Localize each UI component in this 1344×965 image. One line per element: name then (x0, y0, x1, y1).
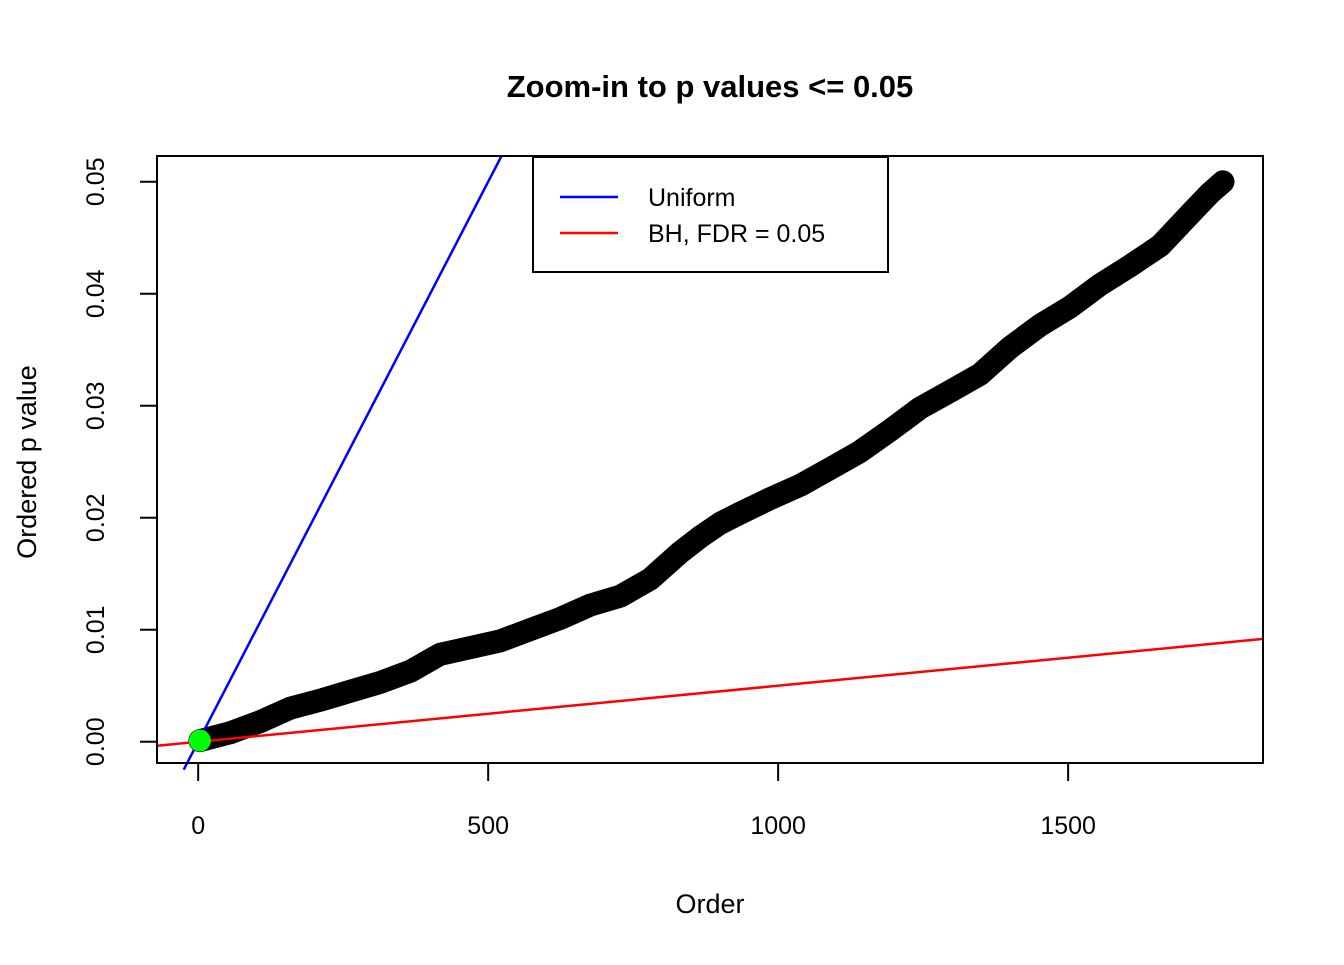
x-axis-label: Order (675, 889, 744, 919)
plot-title: Zoom-in to p values <= 0.05 (507, 69, 914, 104)
y-tick-label: 0.00 (82, 717, 110, 766)
y-tick-label: 0.04 (82, 269, 110, 318)
y-tick-label: 0.03 (82, 381, 110, 430)
bh-threshold-point (188, 729, 211, 752)
y-tick-label: 0.05 (82, 157, 110, 206)
x-tick-label: 0 (191, 812, 205, 840)
bh-line (156, 637, 1264, 747)
y-tick-label: 0.02 (82, 493, 110, 542)
x-tick-label: 500 (467, 812, 509, 840)
x-tick-label: 1000 (750, 812, 806, 840)
legend-box (532, 156, 889, 273)
legend: Uniform BH, FDR = 0.05 (532, 156, 889, 273)
y-tick-label: 0.01 (82, 605, 110, 654)
ordered-p-curve (188, 170, 1235, 753)
legend-label-bh: BH, FDR = 0.05 (648, 220, 825, 248)
plot-area: 0 500 1000 1500 0.00 0.01 0.02 0.03 0.04 0.05 (82, 155, 1264, 840)
uniform-line (182, 155, 503, 771)
y-axis-label: Ordered p value (12, 365, 42, 559)
x-tick-label: 1500 (1040, 812, 1096, 840)
legend-label-uniform: Uniform (648, 184, 736, 212)
